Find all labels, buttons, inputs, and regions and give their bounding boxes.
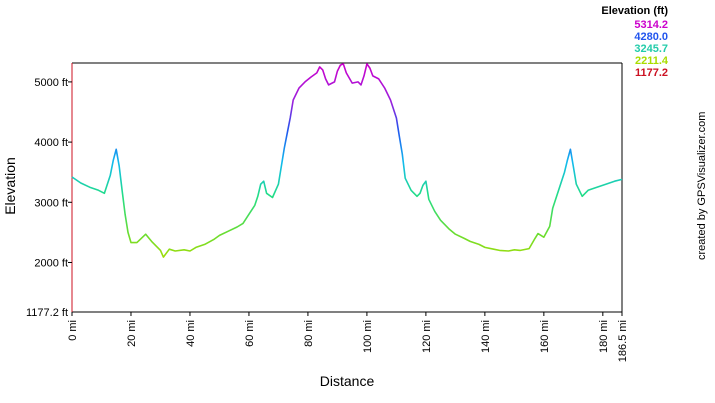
x-tick-label: 0 mi: [67, 320, 79, 341]
x-tick-label: 60 mi: [244, 320, 256, 347]
y-tick-label: 1177.2 ft: [26, 307, 68, 319]
legend-title: Elevation (ft): [601, 5, 668, 17]
credit-text: created by GPSVisualizer.com: [696, 111, 708, 260]
x-tick-label: 140 mi: [480, 320, 492, 353]
x-tick-label: 160 mi: [539, 320, 551, 353]
x-tick-label: 80 mi: [303, 320, 315, 347]
x-axis-title: Distance: [320, 373, 375, 389]
y-tick-label: 4000 ft: [34, 137, 68, 149]
legend-entry: 3245.7: [634, 43, 668, 55]
y-tick-label: 2000 ft: [34, 257, 68, 269]
y-tick-label: 3000 ft: [34, 197, 68, 209]
legend-entry: 5314.2: [634, 19, 668, 31]
x-tick-label: 40 mi: [185, 320, 197, 347]
x-tick-label: 186.5 mi: [617, 320, 629, 362]
legend-entry: 4280.0: [634, 31, 668, 43]
x-tick-label: 100 mi: [362, 320, 374, 353]
elevation-profile-line: [71, 63, 623, 258]
legend-entry: 2211.4: [634, 55, 668, 67]
legend-entry: 1177.2: [634, 67, 668, 79]
x-tick-label: 180 mi: [598, 320, 610, 353]
y-axis-title: Elevation: [2, 157, 18, 215]
x-tick-label: 20 mi: [126, 320, 138, 347]
y-tick-label: 5000 ft: [34, 77, 68, 89]
x-tick-label: 120 mi: [421, 320, 433, 353]
